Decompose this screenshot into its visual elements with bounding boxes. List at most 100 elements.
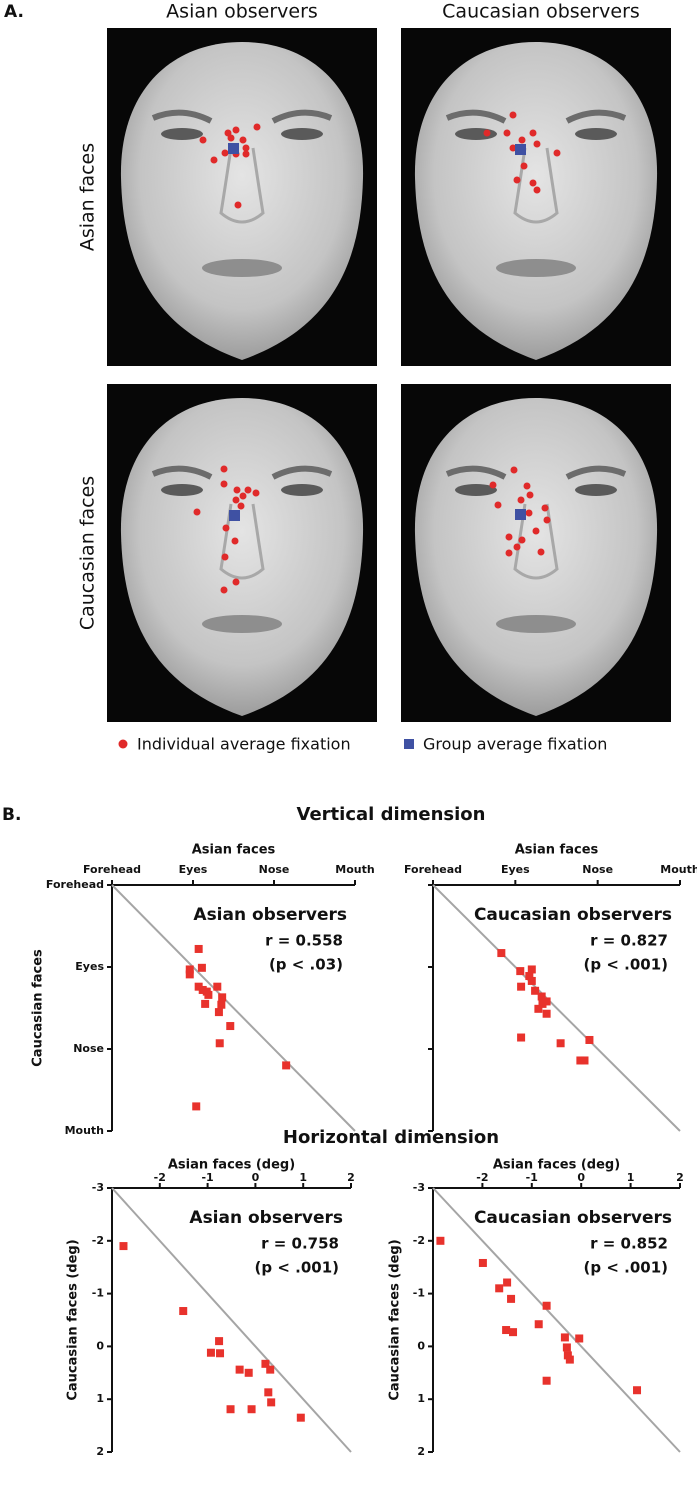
y-tick-label: Nose xyxy=(73,1042,104,1055)
group-marker xyxy=(228,143,239,154)
point xyxy=(204,990,213,999)
fixation-dot xyxy=(518,536,526,544)
fixation-dot xyxy=(221,149,229,157)
point xyxy=(534,1320,543,1329)
fixation-dot xyxy=(244,486,252,494)
fixation-dot xyxy=(242,144,250,152)
column-header: Asian observers xyxy=(166,1,318,23)
panel-label: B. xyxy=(2,805,21,825)
annotation: r = 0.558 xyxy=(265,932,343,950)
fixation-dot xyxy=(199,136,207,144)
point xyxy=(185,970,194,979)
y-tick-label: -3 xyxy=(92,1181,104,1194)
x-tick-label: Eyes xyxy=(501,863,530,876)
fixation-dot xyxy=(533,186,541,194)
x-tick-label: Forehead xyxy=(404,863,462,876)
point xyxy=(244,1368,253,1377)
x-axis-label: Asian faces (deg) xyxy=(493,1158,620,1173)
annotation: (p < .001) xyxy=(255,1259,339,1277)
x-tick-label: 2 xyxy=(347,1171,355,1184)
y-tick-label: 1 xyxy=(96,1392,104,1405)
point xyxy=(503,1278,512,1287)
fixation-dot xyxy=(541,504,549,512)
y-tick-label: Forehead xyxy=(46,878,104,891)
fixation-dot xyxy=(221,553,229,561)
point xyxy=(525,972,534,981)
group-marker xyxy=(515,144,526,155)
x-tick-label: Forehead xyxy=(83,863,141,876)
annotation: r = 0.852 xyxy=(590,1235,668,1253)
fixation-dot xyxy=(525,509,533,517)
face-image xyxy=(107,384,377,722)
point xyxy=(495,1284,504,1293)
point xyxy=(585,1035,594,1044)
y-tick-label: -3 xyxy=(413,1181,425,1194)
point xyxy=(542,997,551,1006)
legend-label: Group average fixation xyxy=(423,735,607,754)
point xyxy=(282,1061,291,1070)
face-image xyxy=(107,28,377,366)
fixation-dot xyxy=(537,548,545,556)
fixation-dot xyxy=(220,480,228,488)
x-tick-label: -1 xyxy=(201,1171,213,1184)
y-tick-label: 2 xyxy=(417,1445,425,1458)
point xyxy=(119,1242,128,1251)
fixation-dot xyxy=(505,549,513,557)
point xyxy=(537,992,546,1001)
row-header: Asian faces xyxy=(77,143,99,251)
annotation: r = 0.758 xyxy=(261,1235,339,1253)
x-tick-label: 0 xyxy=(577,1171,585,1184)
x-tick-label: 0 xyxy=(252,1171,260,1184)
fixation-dot xyxy=(529,129,537,137)
point xyxy=(216,1349,225,1358)
fixation-dot xyxy=(513,543,521,551)
fixation-dot xyxy=(532,527,540,535)
chart-title: Caucasian observers xyxy=(474,1208,672,1228)
point xyxy=(517,982,526,991)
y-tick-label: -2 xyxy=(92,1234,104,1247)
fixation-dot xyxy=(553,149,561,157)
fixation-dot xyxy=(483,129,491,137)
point xyxy=(235,1365,244,1374)
column-header: Caucasian observers xyxy=(442,1,640,23)
fixation-dot xyxy=(513,176,521,184)
fixation-dot xyxy=(232,126,240,134)
point xyxy=(527,976,536,985)
point xyxy=(267,1398,276,1407)
legend-label: Individual average fixation xyxy=(137,735,351,754)
chart-title: Asian observers xyxy=(189,1208,343,1228)
identity-line xyxy=(432,884,681,1132)
annotation: (p < .001) xyxy=(584,956,668,974)
x-axis-label: Asian faces (deg) xyxy=(168,1158,295,1173)
point xyxy=(478,1258,487,1267)
group-markers xyxy=(228,143,526,521)
point xyxy=(266,1365,275,1374)
point xyxy=(192,1102,201,1111)
point xyxy=(179,1307,188,1316)
point xyxy=(516,967,525,976)
point xyxy=(580,1056,589,1065)
fixation-dot xyxy=(220,586,228,594)
identity-line xyxy=(111,1187,352,1453)
y-tick-label: Eyes xyxy=(75,960,104,973)
fixation-dot xyxy=(239,492,247,500)
fixation-dot xyxy=(529,179,537,187)
fixation-dot xyxy=(233,486,241,494)
fixation-dot xyxy=(239,136,247,144)
fixation-dot xyxy=(210,156,218,164)
fixation-dot xyxy=(253,123,261,131)
point xyxy=(560,1333,569,1342)
y-tick-label: -1 xyxy=(92,1287,104,1300)
fixation-dot xyxy=(520,162,528,170)
fixation-dot xyxy=(503,129,511,137)
x-tick-label: Mouth xyxy=(660,863,697,876)
y-tick-label: 1 xyxy=(417,1392,425,1405)
point xyxy=(296,1413,305,1422)
x-axis-label: Asian faces xyxy=(192,843,276,858)
x-tick-label: -2 xyxy=(476,1171,488,1184)
fixation-dot xyxy=(222,524,230,532)
annotation: (p < .001) xyxy=(584,1259,668,1277)
point xyxy=(201,999,210,1008)
fixation-dot xyxy=(526,491,534,499)
fixation-dot xyxy=(231,537,239,545)
